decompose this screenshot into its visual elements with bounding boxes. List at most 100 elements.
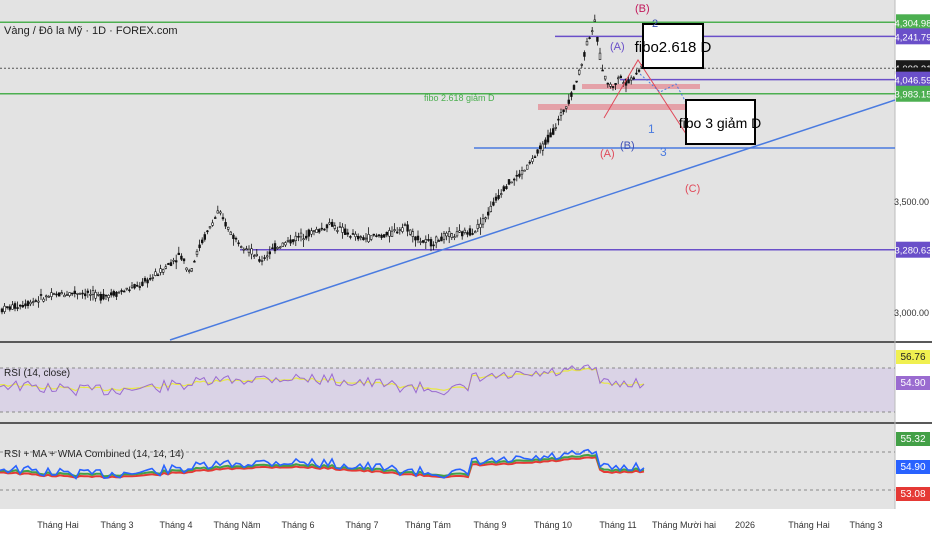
candle-body	[343, 228, 347, 235]
candle-body	[606, 82, 610, 85]
candle-body	[8, 306, 11, 310]
candle-body	[286, 240, 290, 242]
fibo-box-1-text: fibo2.618 D	[635, 39, 712, 56]
candle-body	[421, 240, 425, 243]
candle-body	[76, 293, 79, 295]
candle-body	[356, 235, 360, 240]
candle-body	[354, 233, 357, 238]
fibo-box-1[interactable]	[642, 23, 704, 69]
wave-label-a-red: (A)	[600, 148, 615, 160]
price-tag-text-5: 3,983.15	[895, 90, 932, 101]
candle-body	[611, 86, 615, 88]
rsi-ma-tag-green	[896, 432, 930, 446]
candle-body	[432, 244, 435, 247]
candle-body	[601, 69, 604, 72]
candle-body	[362, 237, 365, 241]
rsi-line-combined	[0, 448, 645, 480]
candle-body	[375, 235, 378, 237]
candle-body	[304, 235, 308, 239]
candle-body	[401, 227, 404, 232]
candle-body	[572, 85, 576, 90]
candle-body	[253, 255, 256, 257]
candle-body	[162, 269, 165, 273]
candle-body	[609, 83, 612, 87]
x-axis-label: Tháng Năm	[213, 520, 260, 530]
candle-body	[167, 263, 170, 265]
candle-body	[315, 229, 318, 233]
candle-body	[440, 236, 443, 242]
candle-body	[55, 293, 58, 296]
price-tag-6	[896, 241, 930, 258]
candle-body	[281, 242, 284, 247]
candle-body	[395, 231, 399, 234]
candle-body	[349, 236, 352, 238]
candle-body	[588, 37, 591, 39]
candle-body	[598, 52, 602, 61]
candle-body	[492, 201, 495, 206]
wave-projection-red	[603, 59, 691, 141]
candle-body	[245, 248, 248, 250]
candle-body	[141, 281, 144, 286]
price-axis-tags: 4,304.984,241.794,098.2103:08:574,046.59…	[895, 14, 932, 258]
candle-body	[494, 196, 498, 201]
candle-body	[260, 260, 264, 262]
candle-body	[263, 257, 266, 259]
fibo-box-2[interactable]	[685, 99, 756, 145]
horizontal-price-lines	[0, 21, 895, 251]
x-axis-label: Tháng 11	[599, 520, 636, 530]
candle-body	[616, 77, 620, 80]
candle-body	[208, 226, 212, 229]
rsi-ma-tag-red-text: 53.08	[900, 489, 925, 500]
rsi-tag-yellow	[896, 350, 930, 364]
x-axis-label: 2026	[735, 520, 755, 530]
candle-body	[232, 234, 235, 239]
candle-body	[284, 242, 287, 246]
candle-body	[367, 234, 370, 243]
candle-body	[614, 82, 617, 85]
candle-body	[99, 294, 103, 301]
candle-body	[278, 246, 282, 249]
rsi-ma-tag-blue	[896, 460, 930, 474]
trend-line[interactable]	[169, 99, 896, 341]
candle-body	[536, 149, 539, 154]
candle-body	[156, 274, 160, 277]
price-tag-4	[896, 71, 930, 88]
candle-body	[180, 255, 183, 260]
price-tag-text-0: 4,304.98	[895, 18, 932, 29]
candle-body	[3, 305, 6, 312]
candle-body	[115, 291, 118, 297]
candle-body	[346, 232, 349, 235]
candle-body	[247, 248, 251, 254]
candle-body	[276, 247, 279, 249]
candle-body	[11, 304, 14, 310]
wave-label-b-top: (B)	[635, 3, 650, 15]
candle-body	[240, 246, 243, 248]
candle-body	[382, 234, 386, 238]
candle-body	[369, 235, 373, 240]
candle-body	[635, 72, 638, 75]
candle-body	[229, 231, 232, 236]
rsi-title: RSI (14, close)	[4, 368, 70, 379]
candle-body	[497, 195, 500, 199]
ma-line	[0, 453, 645, 478]
candle-body	[408, 229, 412, 235]
candle-body	[143, 278, 147, 282]
x-axis-label: Tháng Hai	[37, 520, 79, 530]
fibo-box-2-text: fibo 3 giảm D	[679, 115, 761, 131]
wave-label-a-purple: (A)	[610, 41, 625, 53]
candle-body	[489, 205, 492, 212]
candle-body	[112, 291, 116, 296]
candle-body	[419, 241, 422, 243]
candle-body	[117, 291, 121, 294]
candle-body	[125, 287, 129, 290]
candle-body	[78, 293, 82, 295]
candle-body	[533, 156, 537, 158]
candle-body	[393, 229, 396, 231]
fibo-line-label: fibo 2.618 giảm D	[424, 93, 495, 103]
candle-body	[523, 169, 526, 172]
candle-body	[520, 170, 524, 175]
candle-body	[525, 164, 529, 170]
candle-body	[42, 298, 45, 302]
candle-body	[123, 290, 126, 293]
candle-body	[242, 248, 245, 251]
